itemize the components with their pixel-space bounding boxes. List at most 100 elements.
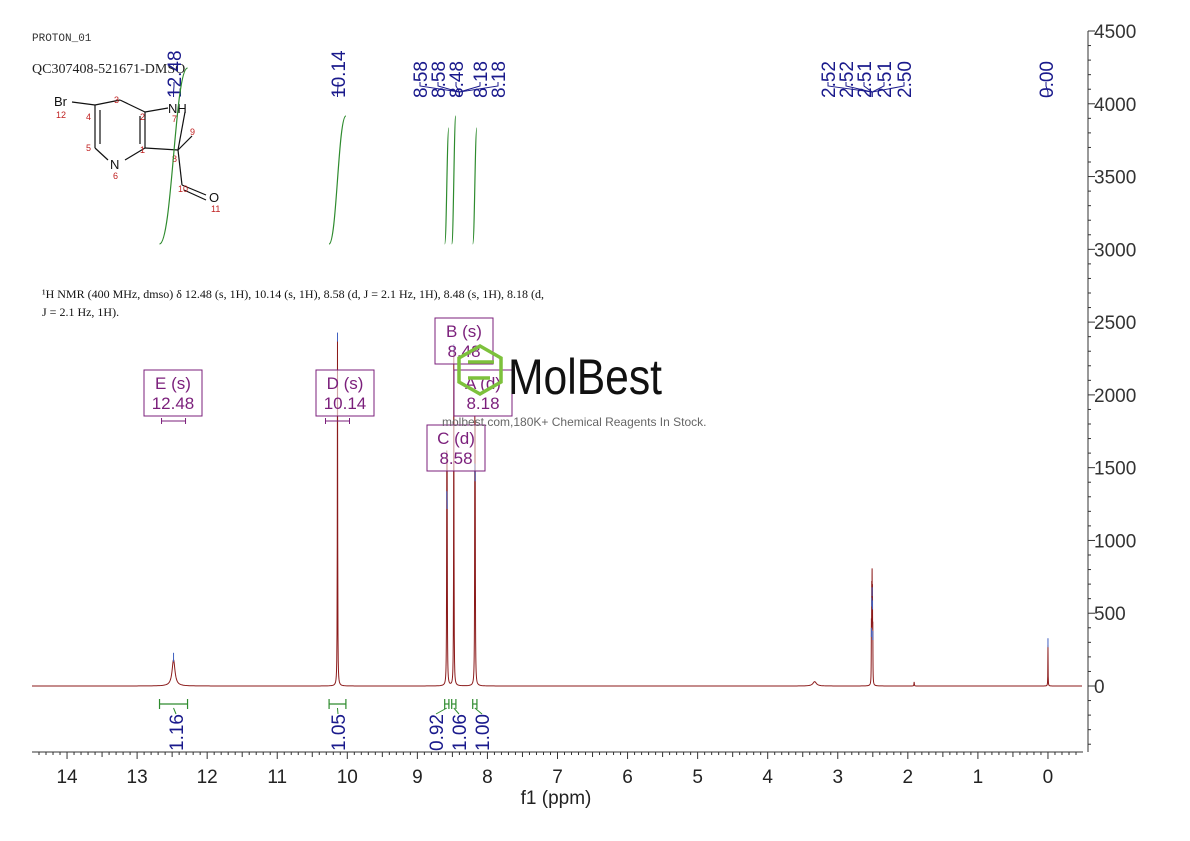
hexagon-logo-icon [457, 343, 503, 397]
multiplet-box [426, 424, 486, 472]
molecule-atom-labels: Br NH N O [54, 94, 219, 205]
multiplet-shift: 10.14 [324, 394, 367, 413]
multiplet-box [143, 369, 203, 417]
integral-connector [453, 707, 460, 715]
atom-number: 1 [140, 145, 145, 155]
multiplet-label: E (s) [155, 374, 191, 393]
x-tick-label: 1 [973, 767, 984, 788]
x-tick-label: 8 [482, 767, 493, 788]
peak-label-connector [1045, 82, 1049, 97]
x-tick-label: 9 [412, 767, 423, 788]
watermark-tagline: molbest.com,180K+ Chemical Reagents In S… [442, 415, 706, 429]
y-tick-label: 2000 [1094, 386, 1136, 407]
integral-curve [444, 127, 450, 245]
peak-label: 2.51 [875, 61, 896, 98]
x-axis-title: f1 (ppm) [521, 788, 592, 809]
x-tick-label: 11 [267, 767, 287, 788]
peak-label-connector [458, 82, 499, 97]
peak-label: 8.18 [489, 61, 510, 98]
integral-connector [474, 707, 483, 715]
atom-n: N [110, 157, 119, 172]
atom-number: 5 [86, 143, 91, 153]
integral-value: 1.16 [167, 714, 188, 751]
y-tick-label: 4500 [1094, 22, 1136, 43]
atom-nh: NH [168, 101, 187, 116]
integral-connector [336, 707, 339, 715]
y-tick-label: 500 [1094, 604, 1126, 625]
multiplet-shift: 8.58 [439, 449, 472, 468]
integral-value: 0.92 [427, 714, 448, 751]
multiplet-shift: 8.48 [447, 342, 480, 361]
integrals: 1.16 1.05 0.92 1.06 1.00 [158, 699, 494, 751]
peak-label: 10.14 [329, 50, 350, 98]
x-tick-label: 3 [832, 767, 843, 788]
x-tick-label: 10 [337, 767, 358, 788]
peak-label: 2.51 [855, 61, 876, 98]
molecule-atom-numbers: 12 4 3 2 7 9 8 1 6 5 10 11 [56, 95, 220, 214]
spectrum-line [32, 339, 1082, 687]
atom-number: 8 [172, 154, 177, 164]
integral-value: 1.06 [450, 714, 471, 751]
multiplet-label: C (d) [437, 429, 475, 448]
x-tick-label: 14 [56, 767, 78, 788]
y-tick-label: 4000 [1094, 95, 1136, 116]
watermark-brand: MolBest [508, 349, 662, 405]
multiplet-shift: 12.48 [152, 394, 195, 413]
peak-label-connector [871, 82, 905, 97]
y-tick-label: 0 [1094, 677, 1105, 698]
experiment-name: PROTON_01 [32, 33, 92, 45]
atom-number: 11 [211, 204, 220, 214]
nmr-description-line1: ¹H NMR (400 MHz, dmso) δ 12.48 (s, 1H), … [42, 287, 544, 301]
x-tick-label: 7 [552, 767, 563, 788]
integral-curves [158, 67, 478, 245]
atom-number: 4 [86, 112, 91, 122]
y-tick-label: 1500 [1094, 459, 1136, 480]
atom-o: O [209, 190, 219, 205]
atom-number: 9 [190, 127, 195, 137]
peak-label: 0.00 [1037, 61, 1058, 98]
peak-labels: 12.48 10.14 8.588.588.48 8.188.18 2.522.522.… [165, 50, 1058, 98]
sample-id: QC307408-521671-DMSO [32, 62, 185, 77]
x-tick-label: 0 [1043, 767, 1054, 788]
nmr-description-line2: J = 2.1 Hz, 1H). [42, 305, 119, 319]
watermark: MolBest molbest.com,180K+ Chemical Reage… [442, 343, 706, 429]
peak-label: 2.52 [837, 61, 858, 98]
integral-value: 1.00 [473, 714, 494, 751]
x-tick-label: 6 [622, 767, 633, 788]
peak-label: 8.58 [411, 61, 432, 98]
peak-label: 2.50 [895, 61, 916, 98]
integral-connector [173, 707, 177, 715]
integral-curve [472, 127, 478, 245]
peak-label: 2.52 [819, 61, 840, 98]
integral-curve [158, 67, 189, 245]
peak-label: 8.18 [471, 61, 492, 98]
multiplet-label: B (s) [446, 322, 482, 341]
atom-number: 2 [140, 112, 145, 122]
atom-number: 3 [114, 95, 119, 105]
integral-curve [328, 115, 347, 245]
x-tick-label: 2 [903, 767, 914, 788]
multiplet-box [315, 369, 375, 417]
x-tick-label: 5 [692, 767, 703, 788]
atom-number: 6 [113, 171, 118, 181]
peak-label: 8.58 [429, 61, 450, 98]
peak-label: 12.48 [165, 50, 186, 98]
y-axis: 4500 4000 3500 3000 2500 2000 1500 1000 500 0 [1087, 22, 1136, 752]
x-tick-label: 12 [197, 767, 218, 788]
multiplet-labels: E (s)12.48D (s)10.14B (s)8.48A (d)8.18C … [143, 317, 513, 472]
y-tick-label: 3500 [1094, 168, 1136, 189]
peak-label: 8.48 [447, 61, 468, 98]
x-axis: 14 13 12 11 10 9 8 7 6 5 4 3 2 1 0 [32, 751, 1083, 788]
x-tick-label: 13 [127, 767, 148, 788]
multiplet-label: D (s) [327, 374, 364, 393]
integral-connector [435, 707, 448, 715]
atom-number: 10 [178, 184, 188, 194]
atom-number: 7 [172, 114, 177, 124]
multiplet-shift: 8.18 [466, 394, 499, 413]
y-tick-label: 3000 [1094, 240, 1136, 261]
atom-br: Br [54, 94, 68, 109]
y-tick-label: 2500 [1094, 313, 1136, 334]
y-tick-label: 1000 [1094, 531, 1136, 552]
x-tick-label: 4 [762, 767, 773, 788]
